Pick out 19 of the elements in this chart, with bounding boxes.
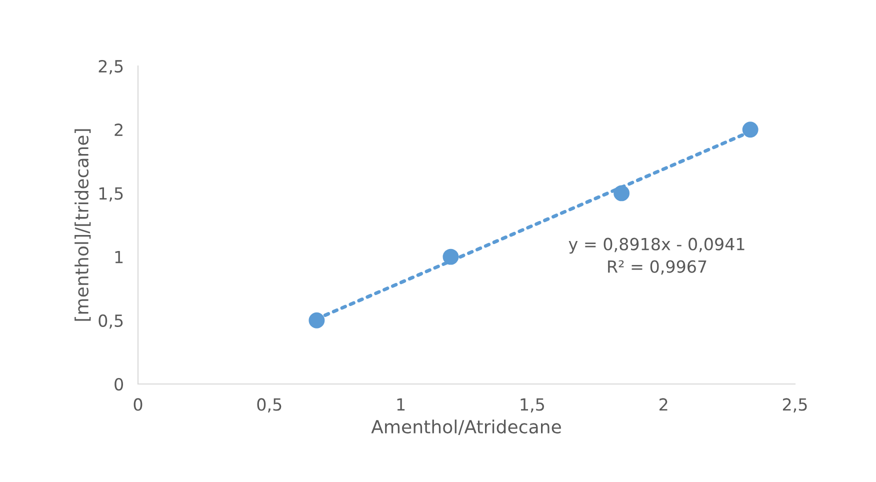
y-tick-label: 2,5 bbox=[98, 60, 123, 74]
x-tick-label: 1,5 bbox=[520, 398, 544, 412]
y-tick-label: 2 bbox=[114, 124, 122, 136]
y-tick-label: 0 bbox=[114, 378, 124, 391]
y-tick-label: 0,5 bbox=[98, 314, 123, 329]
x-tick-label: 2,5 bbox=[782, 398, 807, 412]
point bbox=[742, 122, 758, 138]
point bbox=[442, 248, 459, 265]
x-axis-title: Amenthol/Atridecane bbox=[371, 420, 561, 435]
x-tick-label: 1 bbox=[397, 398, 405, 411]
y-tick-label: 1 bbox=[115, 250, 123, 264]
point bbox=[614, 185, 630, 202]
x-tick-label: 0,5 bbox=[257, 398, 282, 412]
y-axis-title: [menthol]/[tridecane] bbox=[74, 129, 91, 321]
y-tick-label: 1,5 bbox=[99, 187, 123, 202]
annotation: y = 0,8918x - 0,0941 R² = 0,9967 bbox=[568, 238, 744, 275]
point bbox=[308, 312, 325, 328]
x-tick-label: 2 bbox=[660, 398, 668, 411]
x-tick-label: 0 bbox=[134, 398, 142, 411]
